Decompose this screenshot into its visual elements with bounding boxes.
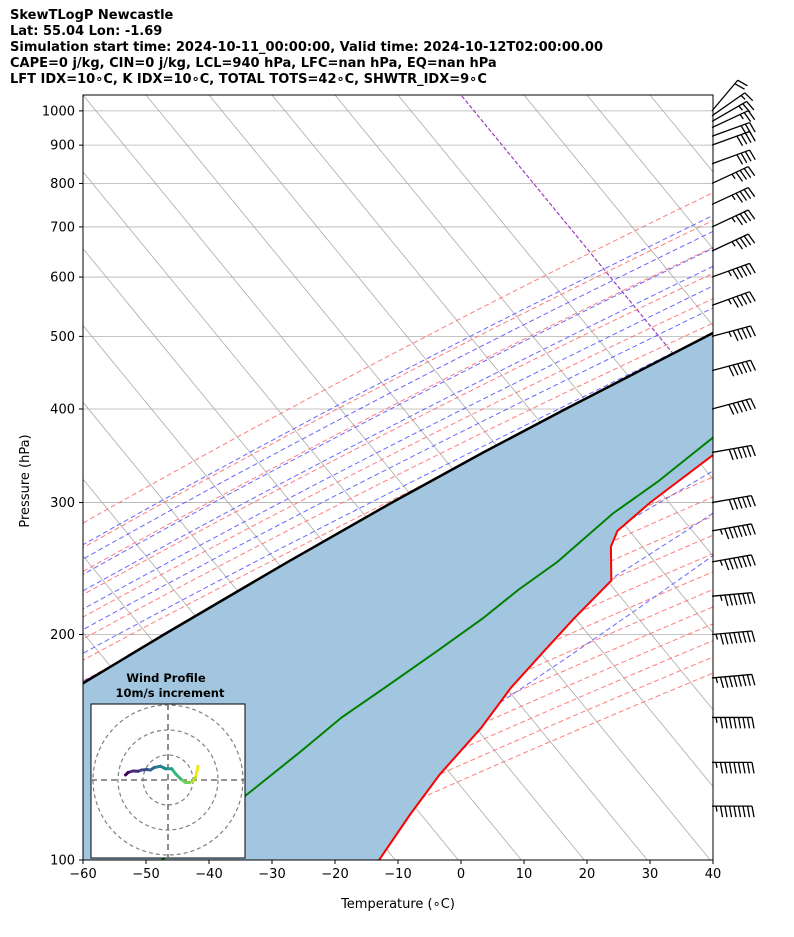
x-tick-label: 30 xyxy=(642,867,659,882)
dewpoint-line xyxy=(161,436,713,860)
wind-barb xyxy=(711,592,756,606)
y-tick-label: 300 xyxy=(50,496,75,511)
wind-barb xyxy=(711,444,756,461)
wind-barb xyxy=(711,110,756,129)
inset-title: Wind Profile xyxy=(126,671,206,685)
wind-barb xyxy=(711,325,757,342)
wind-barb xyxy=(711,523,756,540)
y-tick-label: 100 xyxy=(50,854,75,869)
indices-line: LFT IDX=10∘C, K IDX=10∘C, TOTAL TOTS=42∘… xyxy=(10,72,487,87)
dry-adiabat-line xyxy=(83,515,713,813)
wind-barb xyxy=(711,398,757,415)
wind-barb xyxy=(711,149,756,165)
wind-barb xyxy=(711,209,756,228)
cape-line: CAPE=0 j/kg, CIN=0 j/kg, LCL=940 hPa, LF… xyxy=(10,56,497,71)
wind-barb xyxy=(711,673,756,689)
y-tick-label: 400 xyxy=(50,402,75,417)
isotherm-line xyxy=(586,95,713,250)
x-tick-label: −20 xyxy=(321,867,348,882)
location-line: Lat: 55.04 Lon: -1.69 xyxy=(10,24,163,39)
x-axis-label: Temperature (∘C) xyxy=(340,897,455,912)
x-tick-label: 0 xyxy=(457,867,465,882)
wind-barb xyxy=(712,805,755,818)
moist-adiabat-line xyxy=(83,285,713,610)
x-tick-label: 10 xyxy=(516,867,533,882)
dry-adiabat-line xyxy=(83,322,713,640)
dry-adiabat-line xyxy=(83,192,713,524)
isotherm-line xyxy=(712,95,713,96)
y-axis-label: Pressure (hPa) xyxy=(18,434,33,527)
chart-title: SkewTLogP Newcastle xyxy=(10,8,174,23)
parcel-line xyxy=(83,331,713,685)
wind-barb xyxy=(711,233,756,252)
dry-adiabat-line xyxy=(83,219,713,549)
hodograph-segment xyxy=(124,771,130,777)
wind-barb xyxy=(711,630,756,645)
isotherm-line xyxy=(523,95,713,327)
x-tick-label: 20 xyxy=(579,867,596,882)
y-tick-label: 1000 xyxy=(42,104,75,119)
moist-adiabat-line xyxy=(83,247,713,575)
wind-barb xyxy=(711,494,756,511)
x-tick-label: −60 xyxy=(69,867,96,882)
wind-barb xyxy=(711,262,756,280)
dry-adiabat-line xyxy=(83,246,713,573)
wind-barb xyxy=(711,359,757,377)
mixing-ratio-line xyxy=(746,95,794,277)
temperature-line xyxy=(378,453,713,860)
x-tick-label: −50 xyxy=(132,867,159,882)
y-tick-label: 700 xyxy=(50,220,75,235)
wind-barb xyxy=(711,186,756,206)
y-tick-label: 800 xyxy=(50,177,75,192)
inset-subtitle: 10m/s increment xyxy=(116,686,225,700)
moist-adiabat-line xyxy=(83,265,713,592)
dry-adiabat-line xyxy=(83,298,713,618)
wind-barb xyxy=(711,554,756,571)
y-tick-label: 600 xyxy=(50,271,75,286)
wind-barb xyxy=(711,79,748,112)
wind-barb xyxy=(711,100,755,123)
wind-barb xyxy=(711,92,754,117)
wind-barb xyxy=(711,291,756,308)
wind-barb xyxy=(712,761,755,774)
time-line: Simulation start time: 2024-10-11_00:00:… xyxy=(10,40,603,55)
x-tick-label: −40 xyxy=(195,867,222,882)
y-tick-label: 500 xyxy=(50,330,75,345)
x-tick-label: 40 xyxy=(705,867,722,882)
isotherm-line xyxy=(83,248,585,860)
y-tick-label: 900 xyxy=(50,139,75,154)
wind-barb xyxy=(711,130,756,147)
x-tick-label: −30 xyxy=(258,867,285,882)
isotherm-line xyxy=(83,95,711,860)
y-tick-label: 200 xyxy=(50,628,75,643)
moist-adiabat-line xyxy=(83,307,713,631)
x-tick-label: −10 xyxy=(384,867,411,882)
isotherm-line xyxy=(460,95,713,404)
isotherm-line xyxy=(83,171,648,860)
moist-adiabat-line xyxy=(83,332,713,654)
wind-barb xyxy=(712,716,755,729)
isotherm-line xyxy=(0,95,80,860)
wind-barb xyxy=(711,165,756,185)
